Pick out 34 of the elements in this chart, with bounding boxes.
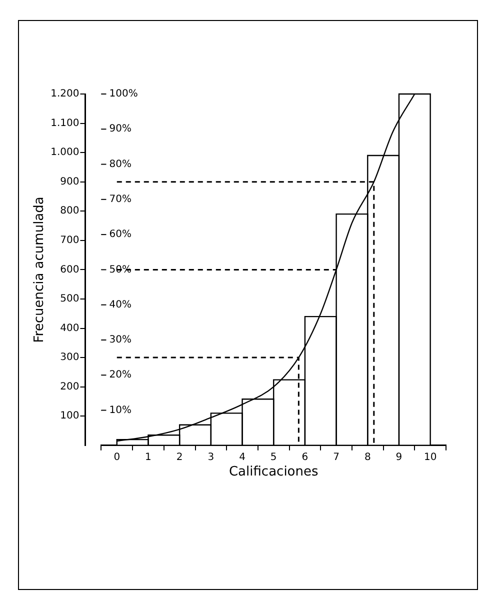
y2-tick-label: 100% [109,88,138,100]
x-tick-label: 8 [364,452,371,463]
y-tick-label: 100 [60,410,80,422]
y-tick-label: 700 [60,235,80,246]
y-tick-label: 600 [60,264,80,276]
x-tick-label: 6 [302,452,308,463]
x-tick-label: 1 [145,452,152,463]
y-tick-label: 500 [60,294,80,305]
y-axis-title: Frecuencia acumulada [32,196,48,343]
y2-tick-label: 90% [109,124,132,135]
y-tick-label: 200 [60,381,80,392]
y2-tick-label: 20% [109,370,132,381]
y-tick-label: 400 [60,322,80,334]
x-tick-label: 4 [239,452,246,463]
x-tick-label: 9 [396,452,402,463]
y2-tick-label: 70% [109,194,132,206]
y2-tick-label: 80% [109,158,132,170]
x-tick-label: 5 [270,452,277,463]
x-tick-label: 0 [114,452,120,463]
y-tick-label: 900 [60,176,80,188]
y-tick-label: 1.100 [50,118,80,129]
x-tick-label: 10 [424,452,437,463]
x-tick-label: 2 [176,452,183,463]
y2-tick-label: 60% [109,229,132,240]
y-tick-label: 800 [60,206,80,217]
x-axis-title: Calificaciones [228,464,318,480]
y2-tick-label: 10% [109,404,132,416]
y2-tick-label: 40% [109,299,132,310]
x-tick-label: 7 [333,452,340,463]
y2-tick-label: 30% [109,334,132,346]
y-tick-label: 300 [60,352,80,364]
y-tick-label: 1.000 [50,147,80,158]
y-tick-label: 1.200 [50,88,80,100]
x-tick-label: 3 [208,452,214,463]
